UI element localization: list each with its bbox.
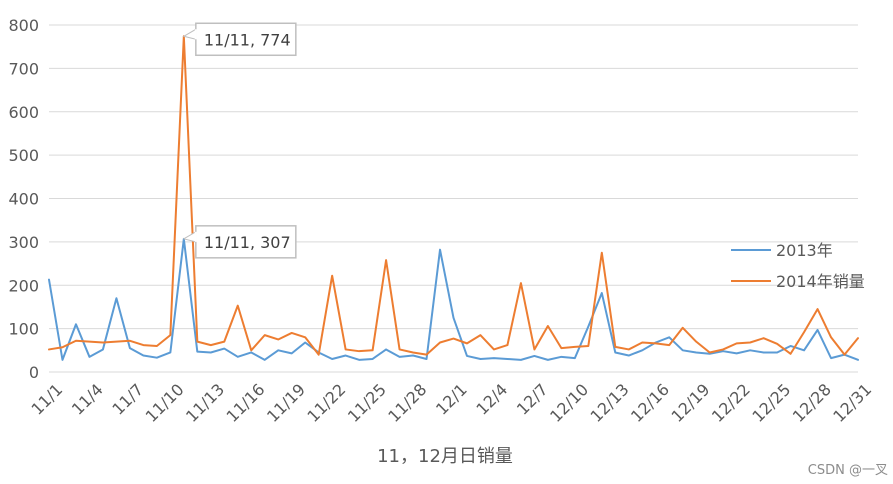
x-tick-label: 12/31	[829, 380, 875, 426]
legend-label-1: 2013年	[776, 241, 833, 260]
legend-label-2: 2014年销量	[776, 272, 865, 291]
x-axis-label: 11，12月日销量	[377, 446, 513, 467]
x-tick-label: 11/10	[142, 380, 188, 426]
y-tick-label: 100	[8, 320, 39, 339]
x-tick-label: 11/16	[223, 380, 269, 426]
y-tick-label: 600	[8, 103, 39, 122]
x-tick-label: 12/28	[789, 380, 835, 426]
callout-pointer	[182, 230, 197, 243]
x-tick-label: 12/4	[472, 380, 511, 419]
x-tick-label: 12/10	[546, 380, 592, 426]
y-tick-label: 200	[8, 276, 39, 295]
x-tick-label: 11/4	[68, 380, 107, 419]
x-tick-label: 11/22	[303, 380, 349, 426]
series-line-2	[48, 35, 859, 356]
y-tick-label: 0	[29, 363, 39, 382]
y-tick-label: 400	[8, 190, 39, 209]
series-line-1	[48, 237, 859, 361]
x-tick-label: 12/1	[432, 380, 471, 419]
callout-pointer	[182, 28, 197, 40]
x-tick-label: 12/22	[708, 380, 754, 426]
callout-label: 11/11, 307	[204, 233, 291, 252]
x-tick-label: 12/19	[667, 380, 713, 426]
x-tick-label: 12/13	[587, 380, 633, 426]
callout-box	[195, 22, 297, 57]
x-tick-label: 11/28	[384, 380, 430, 426]
x-tick-label: 12/16	[627, 380, 673, 426]
data-callouts: 11/11, 307 11/11, 774	[182, 22, 297, 259]
x-tick-label: 11/1	[27, 380, 66, 419]
x-axis-ticks: 11/1 11/4 11/711/1011/1311/1611/1911/2211/…	[27, 380, 875, 426]
callout-label: 11/11, 774	[204, 30, 291, 49]
legend: 2013年 2014年销量	[731, 241, 865, 291]
x-tick-label: 11/13	[182, 380, 228, 426]
x-tick-label: 12/25	[748, 380, 794, 426]
y-tick-label: 500	[8, 146, 39, 165]
y-tick-label: 800	[8, 16, 39, 35]
y-tick-label: 300	[8, 233, 39, 252]
y-tick-label: 700	[8, 59, 39, 78]
x-tick-label: 11/19	[263, 380, 309, 426]
x-tick-label: 11/25	[344, 380, 390, 426]
watermark: CSDN @一叉	[808, 463, 888, 478]
y-axis-ticks: 0 100 200 300 400 500 600 700 800	[8, 16, 39, 382]
